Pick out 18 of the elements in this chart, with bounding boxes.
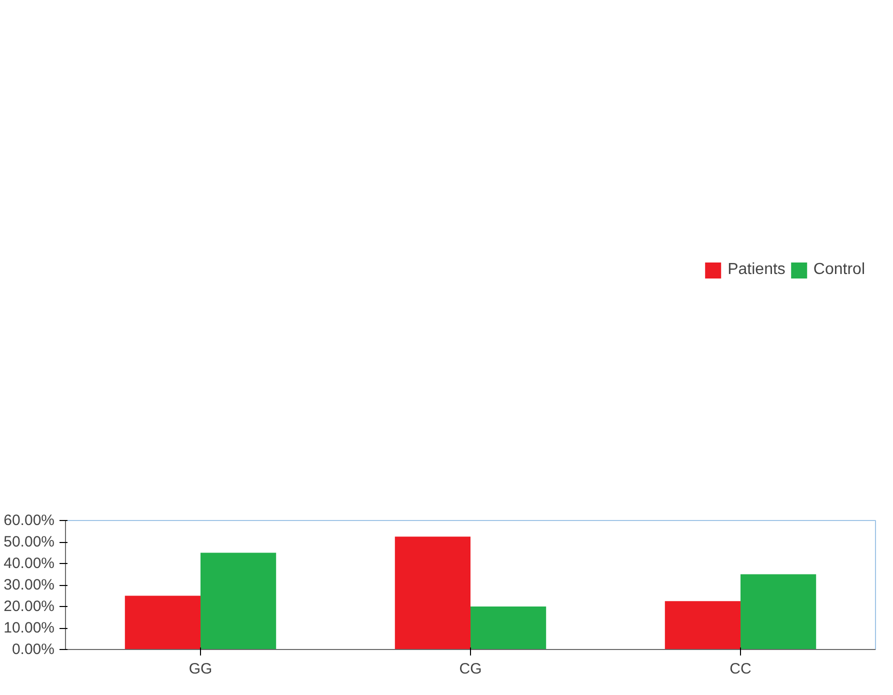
y-tick-label: 30.00% — [4, 576, 54, 594]
x-tick-label: CC — [730, 660, 752, 678]
x-tick-label: CG — [459, 660, 482, 678]
y-tick-label: 20.00% — [4, 598, 54, 615]
y-tick-label: 0.00% — [12, 641, 55, 658]
y-tick-label: 10.00% — [4, 620, 54, 636]
legend-label: Patients — [728, 261, 786, 279]
legend-label: Control — [813, 261, 865, 279]
bar — [124, 596, 200, 650]
y-tick-label: 50.00% — [4, 534, 54, 550]
bar — [740, 574, 816, 650]
bar — [200, 552, 276, 650]
bar — [394, 536, 470, 650]
y-tick-label: 60.00% — [4, 512, 54, 529]
y-tick-label: 40.00% — [4, 555, 54, 572]
bar — [664, 601, 740, 650]
x-tick-label: GG — [188, 660, 212, 678]
bar — [470, 606, 546, 650]
